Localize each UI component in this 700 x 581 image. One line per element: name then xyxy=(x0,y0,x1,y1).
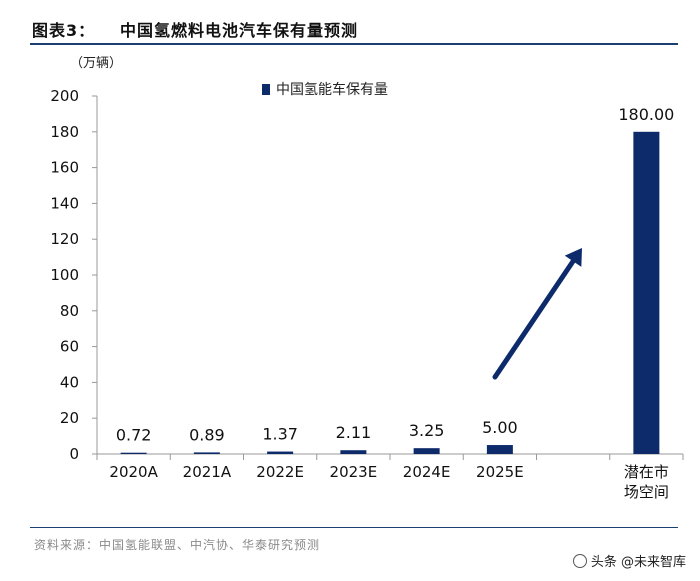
watermark-logo-icon xyxy=(572,553,587,568)
y-tick-label: 40 xyxy=(60,373,79,391)
bar-value-label: 1.37 xyxy=(262,425,298,444)
figure-label: 图表3： xyxy=(32,21,96,40)
bar-value-label: 0.89 xyxy=(189,425,225,444)
x-tick-label: 2024E xyxy=(403,463,451,481)
value-labels: 0.72 0.89 1.37 2.11 3.25 5.00 180.00 xyxy=(116,105,675,445)
y-tick-label: 160 xyxy=(50,159,79,177)
bar-value-label: 0.72 xyxy=(116,426,152,445)
y-tick-label: 80 xyxy=(60,302,79,320)
x-tick-label: 2022E xyxy=(256,463,304,481)
source-note: 资料来源：中国氢能联盟、中汽协、华泰研究预测 xyxy=(34,538,321,552)
x-tick-label: 2020A xyxy=(109,463,158,481)
x-tick-label: 2023E xyxy=(330,463,378,481)
bar xyxy=(486,445,513,454)
x-tick-label: 2021A xyxy=(183,463,232,481)
y-tick-label: 180 xyxy=(50,123,79,141)
bar-value-label: 2.11 xyxy=(336,423,372,442)
y-tick-label: 100 xyxy=(50,266,79,284)
legend-swatch xyxy=(262,84,270,95)
arrow-head xyxy=(564,248,582,267)
growth-arrow xyxy=(492,248,582,380)
figure-header: 图表3： 中国氢燃料电池汽车保有量预测 xyxy=(30,11,678,45)
bar-value-label: 5.00 xyxy=(482,418,518,437)
unit-label: （万辆） xyxy=(70,56,122,71)
y-tick-label: 140 xyxy=(50,194,79,212)
watermark-text: 头条 @未来智库 xyxy=(590,555,686,570)
bar xyxy=(193,452,220,454)
y-tick-label: 20 xyxy=(60,409,79,427)
bar-value-label: 3.25 xyxy=(409,421,445,440)
footer-divider xyxy=(30,527,678,528)
y-tick-label: 0 xyxy=(69,445,79,463)
y-tick-label: 120 xyxy=(50,230,79,248)
bar xyxy=(633,131,660,455)
x-tick-label: 潜在市 xyxy=(624,463,669,481)
bar-value-label: 180.00 xyxy=(618,105,674,124)
bar-series xyxy=(120,131,660,455)
figure-title: 中国氢燃料电池汽车保有量预测 xyxy=(120,21,359,40)
y-tick-label: 200 xyxy=(50,87,79,105)
x-tick-label: 2025E xyxy=(476,463,524,481)
x-tick-label: 场空间 xyxy=(624,483,669,501)
legend: 中国氢能车保有量 xyxy=(262,81,388,98)
legend-label: 中国氢能车保有量 xyxy=(276,81,388,98)
bar xyxy=(267,451,294,454)
y-tick-label: 60 xyxy=(60,338,79,356)
watermark: 头条 @未来智库 xyxy=(572,551,686,570)
bar xyxy=(120,452,147,454)
bar xyxy=(413,448,440,454)
arrow-shaft xyxy=(492,258,576,380)
y-axis: 0 20 40 60 80 100 120 140 160 180 200 xyxy=(50,87,98,463)
bar xyxy=(340,450,367,454)
